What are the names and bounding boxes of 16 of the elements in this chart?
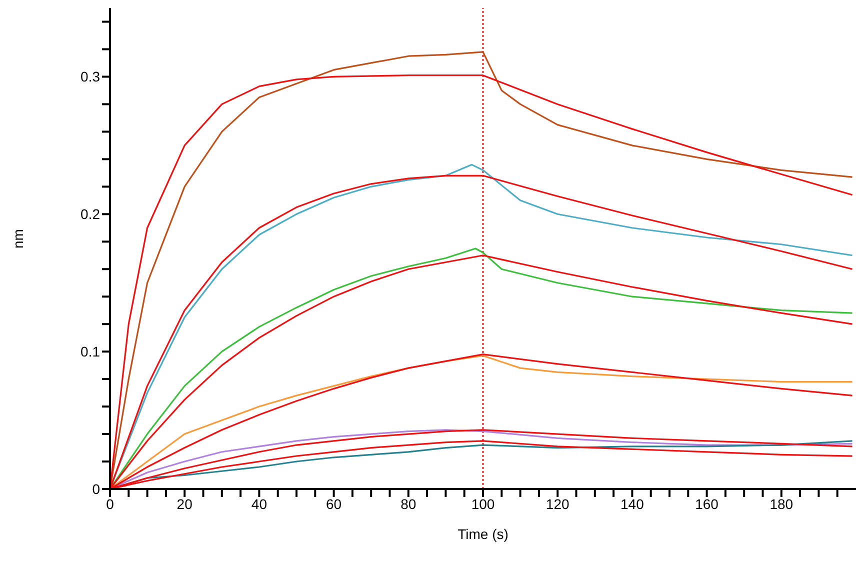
x-tick-label: 20	[176, 496, 193, 512]
y-tick-label: 0.3	[80, 68, 100, 85]
y-axis-title: nm	[10, 229, 26, 248]
x-tick-label: 80	[400, 496, 416, 512]
y-tick-label: 0.1	[80, 344, 100, 360]
x-tick-label: 120	[546, 496, 570, 512]
x-tick-label: 100	[471, 496, 495, 512]
x-tick-label: 180	[770, 496, 794, 512]
x-tick-label: 140	[620, 496, 644, 512]
y-tick-label: 0	[92, 480, 100, 497]
x-tick-label: 40	[251, 496, 268, 512]
x-tick-label: 160	[695, 496, 719, 512]
x-tick-label: 60	[326, 496, 342, 512]
x-axis-title: Time (s)	[458, 526, 508, 542]
y-tick-label: 0.2	[80, 206, 100, 222]
x-tick-label: 0	[106, 496, 114, 512]
